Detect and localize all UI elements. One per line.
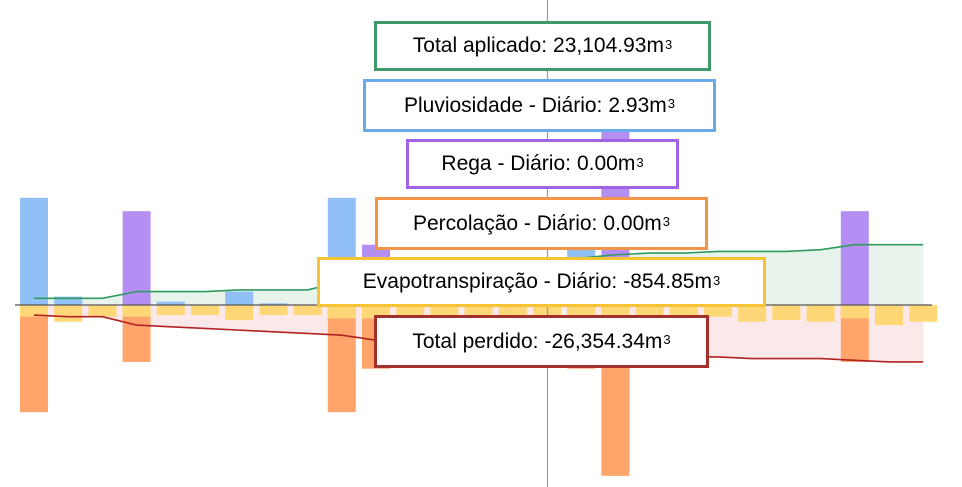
evapotranspiracao-bar	[259, 305, 288, 316]
evapotranspiracao-bar	[88, 305, 117, 317]
tooltip-label: Total perdido:	[412, 329, 539, 353]
tooltip-value: -26,354.34	[544, 329, 645, 353]
evapotranspiracao-bar	[327, 305, 356, 319]
evapotranspiracao-bar	[738, 305, 767, 322]
tooltip-value: 0.00	[603, 211, 645, 235]
tooltip-label: Rega - Diário:	[441, 152, 571, 175]
evapotranspiracao-bar	[909, 305, 938, 322]
evapotranspiracao-bar	[840, 305, 869, 319]
tooltip-unit-exponent: 3	[667, 96, 676, 111]
rega-bar	[122, 211, 151, 305]
pluviosidade-bar	[20, 197, 48, 305]
evapotranspiracao-bar	[635, 305, 664, 317]
evapotranspiracao-bar	[396, 305, 425, 317]
evapotranspiracao-bar	[54, 305, 83, 322]
percolacao-bar	[20, 305, 48, 413]
rega-bar	[840, 211, 869, 305]
evapotranspiracao-bar	[225, 305, 254, 321]
tooltip-unit: m	[646, 34, 664, 57]
evapotranspiracao-bar	[464, 305, 493, 316]
pluviosidade-bar	[54, 296, 83, 305]
tooltip-label: Percolação - Diário:	[412, 211, 598, 235]
evapotranspiracao-bar	[772, 305, 801, 321]
tooltip-unit-exponent: 3	[662, 214, 670, 229]
tooltip-value: 23,104.93	[553, 34, 647, 57]
tooltip-unit: m	[644, 211, 662, 235]
tooltip-value: -854.85	[623, 270, 695, 293]
evapotranspiracao-bar	[498, 305, 527, 317]
evapotranspiracao-bar	[293, 305, 322, 316]
evapotranspiracao-bar	[669, 305, 698, 316]
pluviosidade-bar	[156, 301, 185, 305]
evapotranspiracao-bar	[122, 305, 151, 317]
tooltip-unit-exponent: 3	[636, 154, 644, 170]
evapotranspiracao-bar	[567, 305, 596, 317]
tooltip-label: Evapotranspiração - Diário:	[362, 270, 618, 293]
tooltip-unit-exponent: 3	[663, 332, 671, 347]
evapotranspiracao-bar	[430, 305, 459, 317]
tooltip-unit: m	[644, 329, 663, 353]
pluviosidade-bar	[259, 303, 288, 305]
tooltip-unit: m	[649, 93, 667, 117]
percolacao-bar	[327, 305, 356, 413]
tooltip-unit: m	[694, 270, 712, 293]
evapotranspiracao-bar	[20, 305, 48, 317]
evapotranspiracao-bar	[156, 305, 185, 316]
tooltip-value: 2.93	[608, 93, 650, 117]
tooltip-label: Pluviosidade - Diário:	[403, 93, 603, 117]
tooltip-unit-exponent: 3	[712, 272, 721, 288]
tooltip-unit-exponent: 3	[664, 36, 673, 52]
evapotranspiracao-bar	[875, 305, 903, 326]
evapotranspiracao-bar	[191, 305, 219, 316]
pluviosidade-bar	[225, 291, 254, 305]
tooltip-unit: m	[617, 152, 636, 175]
tooltip-value: 0.00	[576, 152, 618, 175]
evapotranspiracao-bar	[704, 305, 732, 317]
evapotranspiracao-bar	[806, 305, 835, 322]
tooltip-label: Total aplicado:	[412, 34, 548, 57]
